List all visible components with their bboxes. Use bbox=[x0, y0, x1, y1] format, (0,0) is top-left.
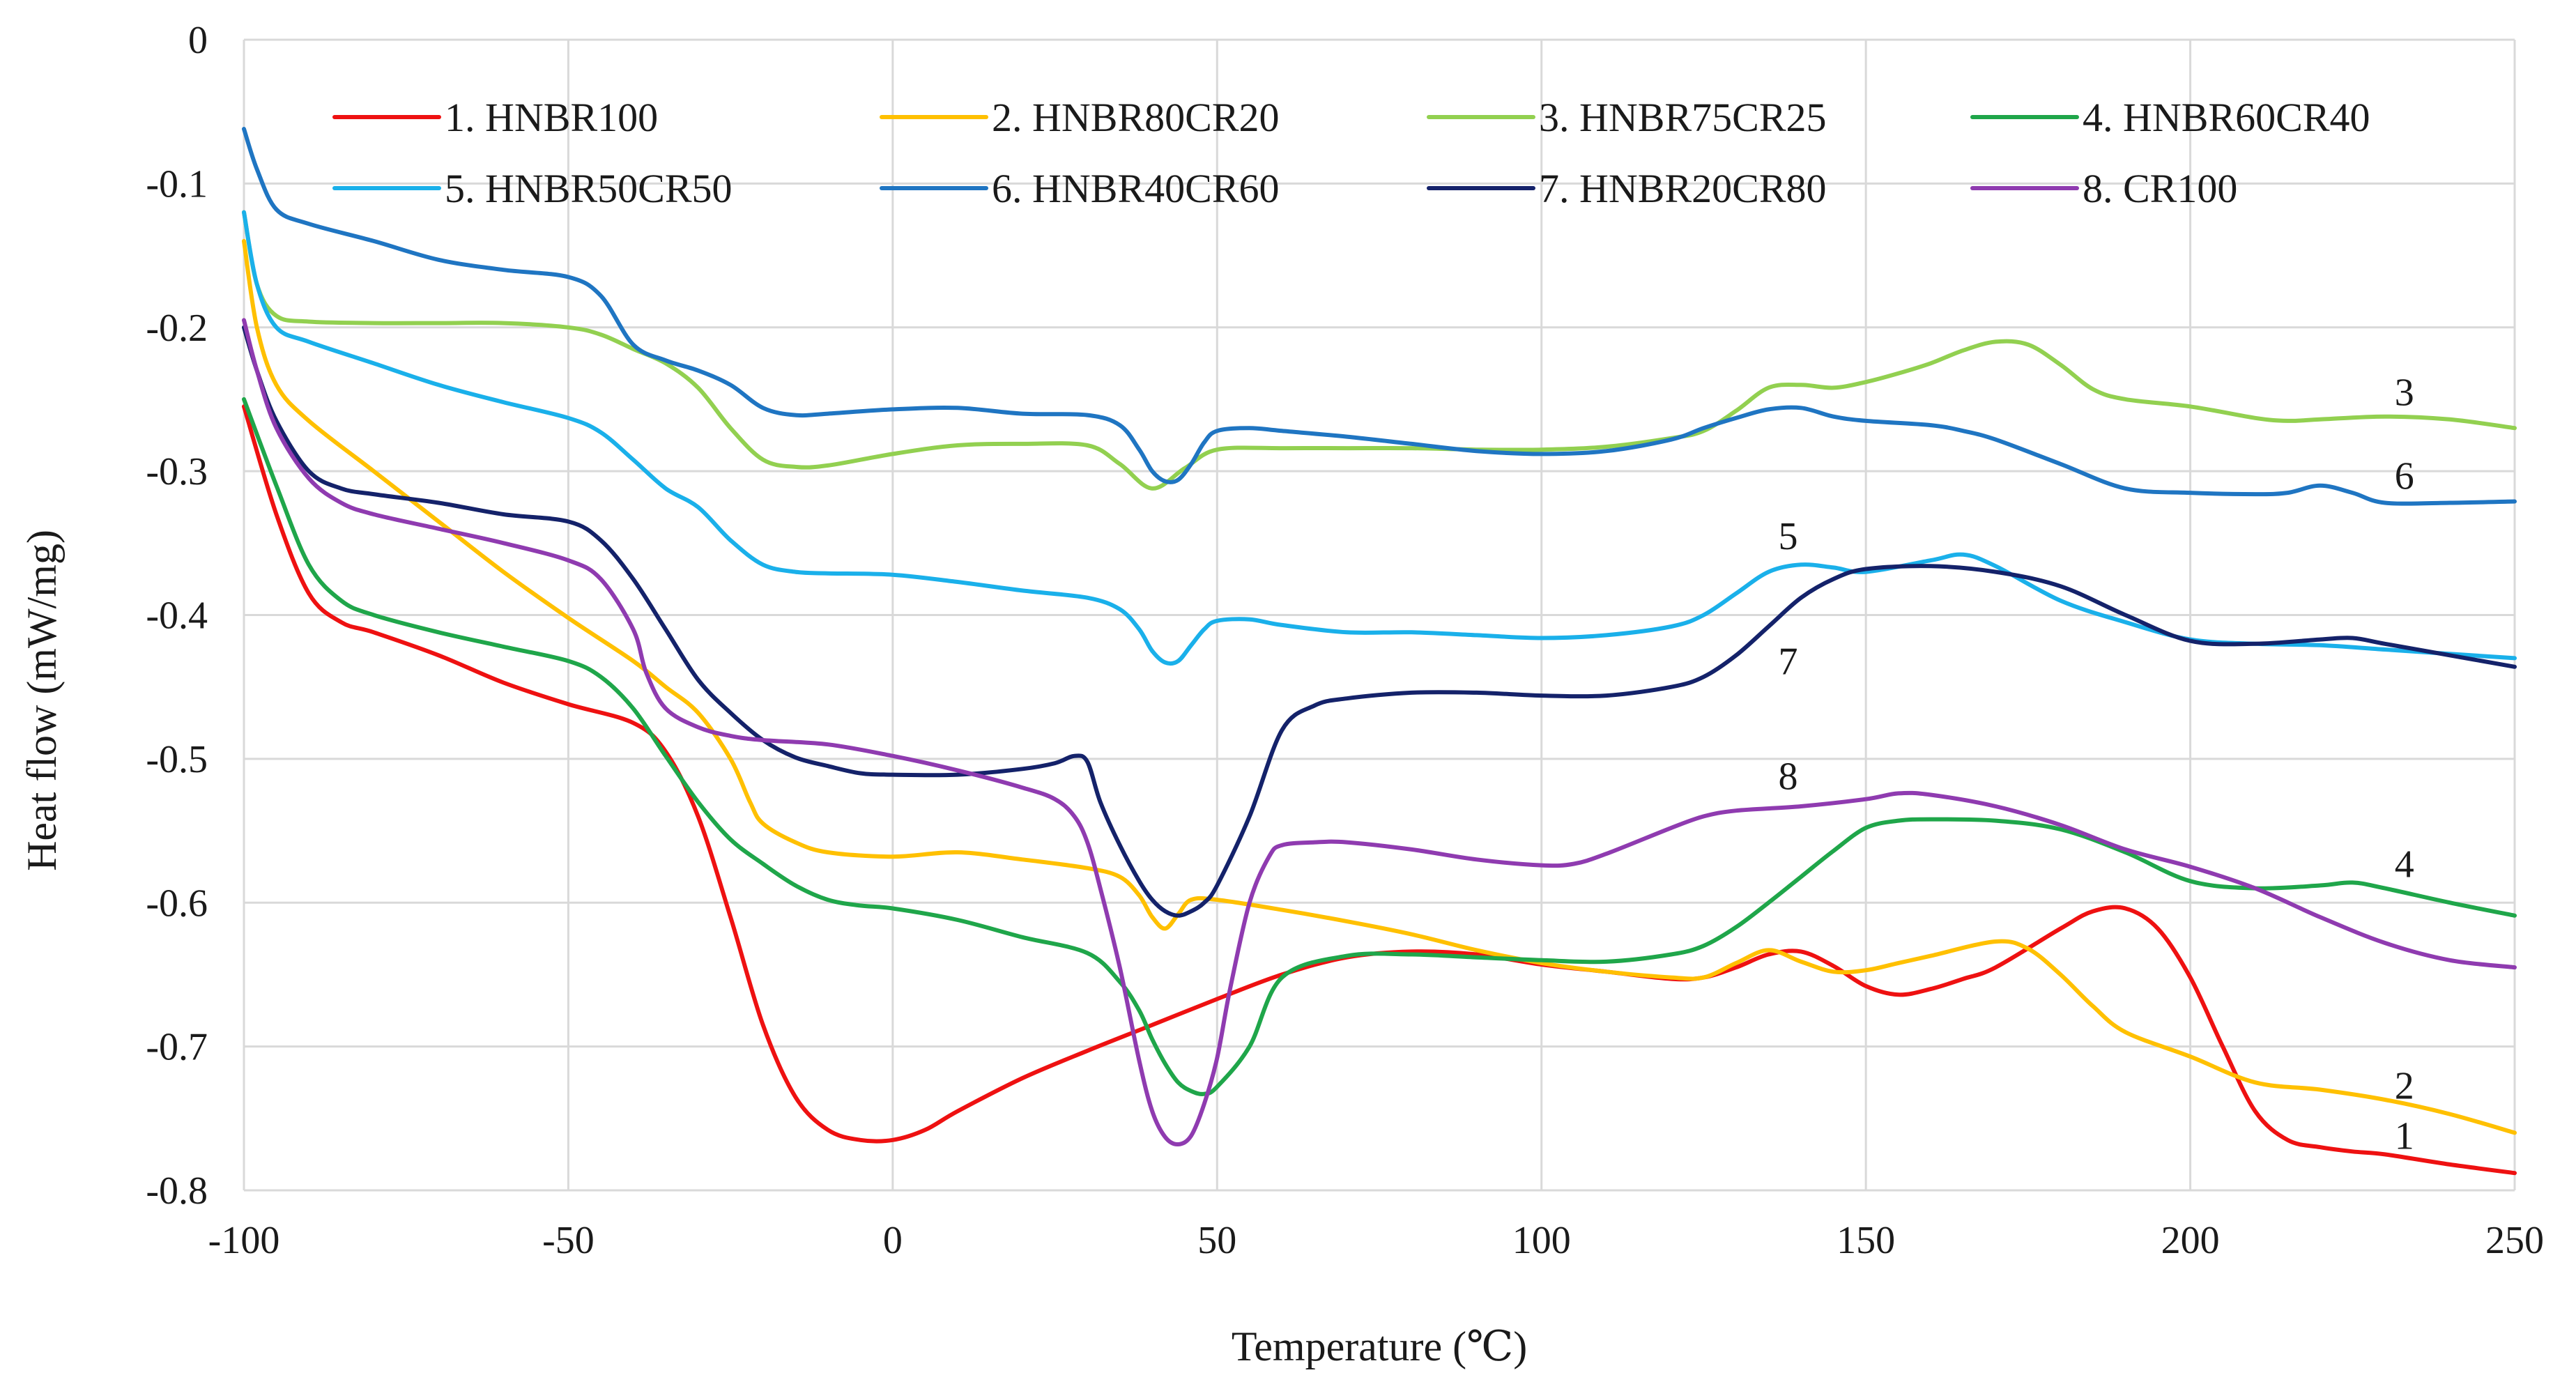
curve-label-4: 4 bbox=[2395, 843, 2414, 886]
grid-layer bbox=[243, 38, 2516, 1192]
legend: 1. HNBR100 2. HNBR80CR20 3. HNBR75CR25 4. H… bbox=[332, 95, 2370, 211]
legend-entry-2: 2. HNBR80CR20 bbox=[880, 95, 1280, 140]
legend-label: 2. HNBR80CR20 bbox=[992, 95, 1280, 140]
legend-entry-1: 1. HNBR100 bbox=[332, 95, 658, 140]
curve-label-5: 5 bbox=[1778, 515, 1797, 558]
y-tick-label: -0.2 bbox=[146, 307, 208, 350]
series-line-4 bbox=[242, 397, 2517, 1096]
y-tick-label: -0.7 bbox=[146, 1026, 208, 1069]
series-line-7 bbox=[242, 325, 2517, 918]
legend-label: 4. HNBR60CR40 bbox=[2083, 95, 2370, 140]
legend-label: 1. HNBR100 bbox=[445, 95, 658, 140]
legend-entry-6: 6. HNBR40CR60 bbox=[880, 166, 1280, 211]
legend-entry-8: 8. CR100 bbox=[1970, 166, 2237, 211]
x-tick-label: 150 bbox=[1837, 1219, 1895, 1262]
y-tick-label: -0.4 bbox=[146, 594, 208, 638]
legend-entry-4: 4. HNBR60CR40 bbox=[1970, 95, 2370, 140]
y-tick-label: -0.3 bbox=[146, 450, 208, 493]
legend-label: 3. HNBR75CR25 bbox=[1539, 95, 1827, 140]
x-tick-label: 100 bbox=[1512, 1219, 1571, 1262]
x-tick-label: -50 bbox=[542, 1219, 595, 1262]
legend-label: 7. HNBR20CR80 bbox=[1539, 166, 1827, 211]
curve-label-1: 1 bbox=[2395, 1115, 2414, 1158]
legend-entry-7: 7. HNBR20CR80 bbox=[1427, 166, 1827, 211]
series-line-6 bbox=[242, 127, 2517, 506]
series-line-1 bbox=[242, 404, 2517, 1176]
series-layer bbox=[242, 127, 2517, 1176]
series-line-5 bbox=[242, 210, 2517, 666]
x-tick-label: -100 bbox=[208, 1219, 280, 1262]
x-tick-label: 0 bbox=[883, 1219, 903, 1262]
legend-label: 5. HNBR50CR50 bbox=[445, 166, 733, 211]
curve-label-6: 6 bbox=[2395, 454, 2414, 498]
legend-entry-5: 5. HNBR50CR50 bbox=[332, 166, 733, 211]
legend-label: 8. CR100 bbox=[2083, 166, 2237, 211]
curve-label-3: 3 bbox=[2395, 371, 2414, 415]
legend-entry-3: 3. HNBR75CR25 bbox=[1427, 95, 1827, 140]
y-tick-label: 0 bbox=[188, 19, 208, 62]
curve-label-8: 8 bbox=[1778, 755, 1797, 799]
legend-label: 6. HNBR40CR60 bbox=[992, 166, 1280, 211]
curve-label-2: 2 bbox=[2395, 1064, 2414, 1107]
curve-label-layer: 1 2 3 4 5 6 7 8 bbox=[1778, 371, 2414, 1158]
x-axis-title: Temperature (℃) bbox=[1232, 1323, 1527, 1369]
x-tick-label: 250 bbox=[2485, 1219, 2544, 1262]
x-tick-label: 50 bbox=[1197, 1219, 1236, 1262]
x-tick-label: 200 bbox=[2161, 1219, 2220, 1262]
series-line-3 bbox=[242, 210, 2517, 491]
y-tick-label: -0.5 bbox=[146, 738, 208, 781]
curve-label-7: 7 bbox=[1778, 640, 1797, 684]
y-tick-label: -0.8 bbox=[146, 1169, 208, 1213]
series-line-8 bbox=[242, 318, 2517, 1147]
y-tick-label: -0.1 bbox=[146, 162, 208, 206]
y-tick-label: -0.6 bbox=[146, 882, 208, 925]
tick-label-layer: 0 -0.1 -0.2 -0.3 -0.4 -0.5 -0.6 -0.7 -0.8-100 -50… bbox=[146, 19, 2544, 1262]
series-line-2 bbox=[242, 238, 2517, 1135]
y-axis-title: Heat flow (mW/mg) bbox=[19, 530, 65, 871]
